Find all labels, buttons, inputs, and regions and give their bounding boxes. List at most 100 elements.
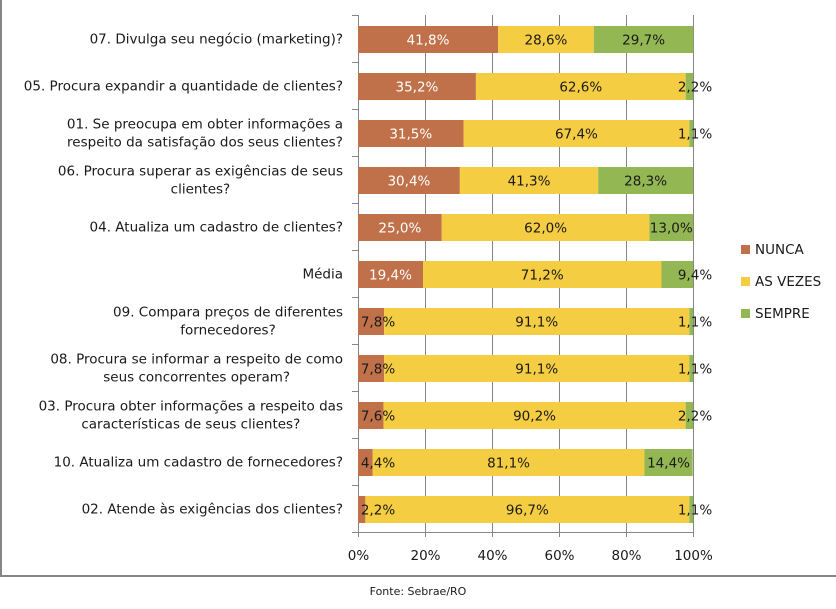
category-label-line: clientes? [171, 182, 231, 198]
bar-segment [475, 73, 686, 100]
data-label: 1,1% [678, 362, 712, 378]
bar-segment [358, 355, 385, 382]
data-label: 28,3% [624, 174, 667, 190]
category-label: 09. Compara preços de diferentes forneced… [113, 305, 343, 339]
data-label: 25,0% [378, 221, 421, 237]
data-label: 30,4% [387, 174, 430, 190]
data-label: 67,4% [555, 127, 598, 143]
bar-segment [689, 120, 693, 147]
category-label: 03. Procura obter informações a respeito… [39, 399, 343, 433]
category-label-line: 09. Compara preços de diferentes [113, 305, 343, 321]
bar-segment [598, 167, 693, 194]
source-note: Fonte: Sebrae/RO [369, 585, 467, 598]
data-label: 1,1% [678, 315, 712, 331]
bar-segment [459, 167, 599, 194]
legend-swatch [741, 245, 750, 254]
bar-segment [689, 355, 693, 382]
bar-segment [689, 308, 693, 335]
bar-segment [372, 449, 645, 476]
bar-segment [358, 214, 442, 241]
category-label-line: 10. Atualiza um cadastro de fornecedores… [54, 455, 343, 471]
bar-segment [498, 26, 594, 53]
chart-frame [0, 0, 836, 577]
category-label: 05. Procura expandir a quantidade de cli… [24, 79, 343, 95]
bar-segment [358, 402, 384, 429]
data-label: 2,2% [678, 80, 712, 96]
data-label: 62,6% [559, 80, 602, 96]
data-label: 62,0% [524, 221, 567, 237]
data-label: 29,7% [622, 33, 665, 49]
x-tick-label: 40% [477, 548, 507, 564]
bar-segment [358, 496, 366, 523]
x-tick-label: 60% [544, 548, 574, 564]
data-label: 9,4% [678, 268, 712, 284]
legend-label: SEMPRE [755, 306, 810, 322]
data-label: 13,0% [650, 221, 693, 237]
data-label: 31,5% [389, 127, 432, 143]
category-label-line: 07. Divulga seu negócio (marketing)? [90, 32, 343, 48]
bar-segment [384, 308, 690, 335]
data-label: 1,1% [678, 127, 712, 143]
data-label: 28,6% [524, 33, 567, 49]
data-label: 2,2% [678, 409, 712, 425]
x-tick-label: 100% [674, 548, 713, 564]
bar-segment [661, 261, 693, 288]
category-label: 01. Se preocupa em obter informações a re… [67, 117, 343, 151]
category-label: 02. Atende às exigências dos clientes? [82, 502, 343, 518]
bar-segment [422, 261, 662, 288]
bar-segment [358, 73, 476, 100]
data-label: 91,1% [515, 362, 558, 378]
category-label-line: 06. Procura superar as exigências de seu… [58, 164, 343, 180]
data-label: 81,1% [487, 456, 530, 472]
bar-segment [358, 261, 423, 288]
bar-segment [685, 73, 693, 100]
category-label-line: Média [302, 267, 343, 283]
bar-segment [358, 120, 464, 147]
data-label: 14,4% [647, 456, 690, 472]
legend-swatch [741, 277, 750, 286]
legend-label: NUNCA [755, 242, 805, 258]
category-label: 08. Procura se informar a respeito de co… [50, 352, 343, 386]
category-label: Média [302, 267, 343, 283]
category-label: 06. Procura superar as exigências de seu… [58, 164, 343, 198]
bar-segment [383, 402, 686, 429]
category-label-line: 08. Procura se informar a respeito de co… [50, 352, 343, 368]
category-label-line: 05. Procura expandir a quantidade de cli… [24, 79, 343, 95]
data-label: 91,1% [515, 315, 558, 331]
bar-segment [685, 402, 693, 429]
x-tick-label: 20% [410, 548, 440, 564]
bar-segment [441, 214, 650, 241]
category-label-line: fornecedores? [180, 323, 276, 339]
category-label: 04. Atualiza um cadastro de clientes? [90, 220, 343, 236]
legend-swatch [741, 309, 750, 318]
category-label-line: respeito da satisfação dos seus clientes… [67, 135, 343, 151]
category-label-line: 02. Atende às exigências dos clientes? [82, 502, 343, 518]
data-label: 7,6% [361, 409, 395, 425]
data-label: 96,7% [506, 503, 549, 519]
data-label: 35,2% [396, 80, 439, 96]
category-label-line: 01. Se preocupa em obter informações a [67, 117, 343, 133]
bar-segment [649, 214, 693, 241]
data-label: 41,8% [407, 33, 450, 49]
data-label: 90,2% [513, 409, 556, 425]
category-label-line: seus concorrentes operam? [103, 370, 290, 386]
bar-segment [365, 496, 690, 523]
bar-segment [463, 120, 690, 147]
data-label: 2,2% [361, 503, 395, 519]
x-tick-label: 0% [348, 548, 370, 564]
legend-label: AS VEZES [755, 274, 821, 290]
category-label-line: características de seus clientes? [81, 417, 300, 433]
data-label: 1,1% [678, 503, 712, 519]
stacked-bar-chart: 0% 20% 40% 60% 80% 100% 41,8% 28,6% 29,7% 07. Div… [24, 15, 821, 564]
category-label: 10. Atualiza um cadastro de fornecedores… [54, 455, 343, 471]
data-label: 7,8% [361, 315, 395, 331]
data-label: 4,4% [361, 456, 395, 472]
x-tick-label: 80% [611, 548, 641, 564]
bar-segment [384, 355, 690, 382]
category-label-line: 04. Atualiza um cadastro de clientes? [90, 220, 343, 236]
bar-segment [689, 496, 693, 523]
data-label: 7,8% [361, 362, 395, 378]
bar-segment [358, 167, 460, 194]
category-label-line: 03. Procura obter informações a respeito… [39, 399, 343, 415]
data-label: 71,2% [521, 268, 564, 284]
